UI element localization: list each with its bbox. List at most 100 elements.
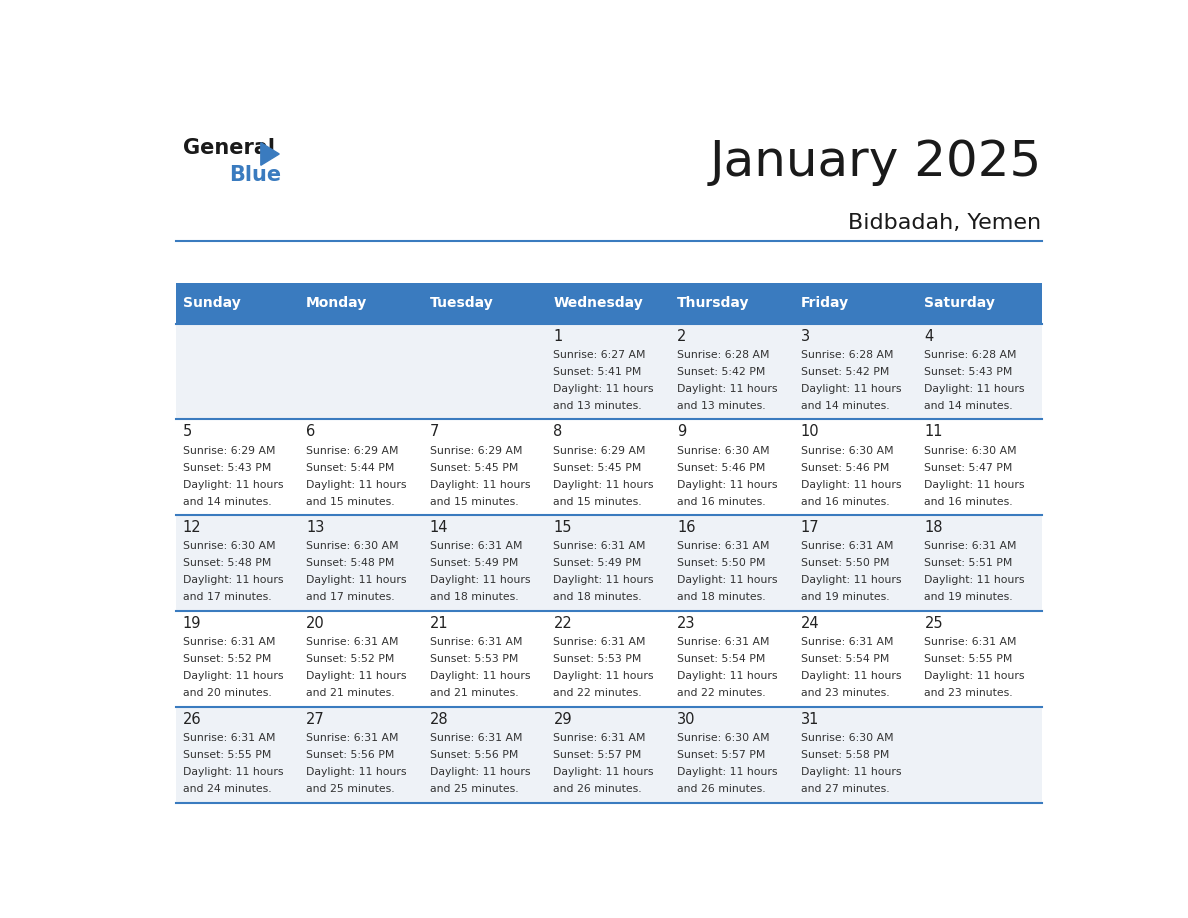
Text: Daylight: 11 hours: Daylight: 11 hours (677, 479, 778, 489)
Bar (795, 420, 918, 515)
Text: 30: 30 (677, 712, 696, 727)
Text: Sunrise: 6:30 AM: Sunrise: 6:30 AM (183, 542, 276, 552)
Text: Sunday: Sunday (183, 297, 240, 310)
Text: Sunrise: 6:30 AM: Sunrise: 6:30 AM (677, 733, 770, 744)
Text: Sunset: 5:41 PM: Sunset: 5:41 PM (554, 367, 642, 376)
Bar (423, 707, 546, 803)
Text: Sunset: 5:48 PM: Sunset: 5:48 PM (183, 558, 271, 568)
Text: and 22 minutes.: and 22 minutes. (677, 688, 766, 699)
Text: Sunset: 5:53 PM: Sunset: 5:53 PM (554, 655, 642, 665)
Text: 1: 1 (554, 329, 563, 343)
Text: 29: 29 (554, 712, 573, 727)
Text: and 25 minutes.: and 25 minutes. (430, 784, 518, 794)
Text: Sunrise: 6:31 AM: Sunrise: 6:31 AM (677, 542, 770, 552)
Text: 18: 18 (924, 521, 943, 535)
Bar (546, 420, 671, 515)
Text: Daylight: 11 hours: Daylight: 11 hours (430, 479, 530, 489)
Text: Daylight: 11 hours: Daylight: 11 hours (430, 671, 530, 681)
Text: and 15 minutes.: and 15 minutes. (307, 497, 394, 507)
Text: and 14 minutes.: and 14 minutes. (801, 400, 890, 410)
Polygon shape (261, 142, 279, 165)
Text: and 22 minutes.: and 22 minutes. (554, 688, 642, 699)
Text: Sunrise: 6:31 AM: Sunrise: 6:31 AM (554, 637, 646, 647)
Text: Sunrise: 6:31 AM: Sunrise: 6:31 AM (924, 542, 1017, 552)
Text: Sunrise: 6:30 AM: Sunrise: 6:30 AM (924, 445, 1017, 455)
Text: Daylight: 11 hours: Daylight: 11 hours (924, 671, 1025, 681)
Text: 12: 12 (183, 521, 201, 535)
Bar (176, 324, 299, 420)
Bar (918, 707, 1042, 803)
Text: 31: 31 (801, 712, 819, 727)
Bar (176, 611, 299, 707)
Bar (299, 707, 423, 803)
Text: Monday: Monday (307, 297, 367, 310)
Text: Sunset: 5:49 PM: Sunset: 5:49 PM (554, 558, 642, 568)
Text: Sunrise: 6:27 AM: Sunrise: 6:27 AM (554, 350, 646, 360)
Text: Sunset: 5:45 PM: Sunset: 5:45 PM (430, 463, 518, 473)
Text: and 18 minutes.: and 18 minutes. (554, 592, 642, 602)
Bar (423, 324, 546, 420)
Bar (671, 611, 795, 707)
Text: Sunrise: 6:31 AM: Sunrise: 6:31 AM (554, 542, 646, 552)
Text: 5: 5 (183, 424, 191, 440)
Bar (423, 611, 546, 707)
Bar (671, 324, 795, 420)
Text: Sunset: 5:52 PM: Sunset: 5:52 PM (183, 655, 271, 665)
Text: and 27 minutes.: and 27 minutes. (801, 784, 890, 794)
Text: 11: 11 (924, 424, 943, 440)
Bar (918, 515, 1042, 611)
Text: Daylight: 11 hours: Daylight: 11 hours (430, 576, 530, 586)
Text: January 2025: January 2025 (709, 139, 1042, 186)
Text: 28: 28 (430, 712, 448, 727)
Text: 2: 2 (677, 329, 687, 343)
Text: Sunset: 5:52 PM: Sunset: 5:52 PM (307, 655, 394, 665)
Text: Sunrise: 6:29 AM: Sunrise: 6:29 AM (554, 445, 646, 455)
Text: Daylight: 11 hours: Daylight: 11 hours (183, 576, 283, 586)
Text: Blue: Blue (229, 165, 282, 185)
Text: 3: 3 (801, 329, 810, 343)
Bar (546, 515, 671, 611)
Text: Daylight: 11 hours: Daylight: 11 hours (924, 479, 1025, 489)
Text: Daylight: 11 hours: Daylight: 11 hours (554, 671, 653, 681)
Text: General: General (183, 139, 276, 159)
Text: and 18 minutes.: and 18 minutes. (677, 592, 766, 602)
Text: and 26 minutes.: and 26 minutes. (677, 784, 766, 794)
Text: Daylight: 11 hours: Daylight: 11 hours (801, 479, 902, 489)
Bar (176, 707, 299, 803)
Text: 8: 8 (554, 424, 563, 440)
Text: and 21 minutes.: and 21 minutes. (307, 688, 394, 699)
Text: and 23 minutes.: and 23 minutes. (924, 688, 1013, 699)
Text: Sunrise: 6:28 AM: Sunrise: 6:28 AM (801, 350, 893, 360)
Bar (299, 284, 423, 324)
Text: Daylight: 11 hours: Daylight: 11 hours (677, 671, 778, 681)
Text: Daylight: 11 hours: Daylight: 11 hours (924, 576, 1025, 586)
Text: Sunset: 5:46 PM: Sunset: 5:46 PM (677, 463, 765, 473)
Text: and 23 minutes.: and 23 minutes. (801, 688, 890, 699)
Text: Sunset: 5:57 PM: Sunset: 5:57 PM (554, 750, 642, 760)
Bar (671, 707, 795, 803)
Text: Sunset: 5:50 PM: Sunset: 5:50 PM (677, 558, 765, 568)
Text: 14: 14 (430, 521, 448, 535)
Text: 13: 13 (307, 521, 324, 535)
Text: Tuesday: Tuesday (430, 297, 493, 310)
Bar (299, 611, 423, 707)
Text: and 15 minutes.: and 15 minutes. (554, 497, 642, 507)
Text: Sunset: 5:55 PM: Sunset: 5:55 PM (183, 750, 271, 760)
Text: Daylight: 11 hours: Daylight: 11 hours (801, 576, 902, 586)
Text: Sunrise: 6:31 AM: Sunrise: 6:31 AM (430, 542, 523, 552)
Text: 23: 23 (677, 616, 696, 632)
Text: Sunrise: 6:30 AM: Sunrise: 6:30 AM (677, 445, 770, 455)
Text: Friday: Friday (801, 297, 849, 310)
Bar (918, 611, 1042, 707)
Text: Daylight: 11 hours: Daylight: 11 hours (801, 671, 902, 681)
Text: Sunset: 5:56 PM: Sunset: 5:56 PM (307, 750, 394, 760)
Text: 21: 21 (430, 616, 448, 632)
Bar (671, 420, 795, 515)
Text: Sunrise: 6:31 AM: Sunrise: 6:31 AM (554, 733, 646, 744)
Text: Daylight: 11 hours: Daylight: 11 hours (307, 671, 406, 681)
Text: Daylight: 11 hours: Daylight: 11 hours (801, 767, 902, 778)
Text: Daylight: 11 hours: Daylight: 11 hours (430, 767, 530, 778)
Text: Sunrise: 6:31 AM: Sunrise: 6:31 AM (801, 637, 893, 647)
Text: Daylight: 11 hours: Daylight: 11 hours (924, 384, 1025, 394)
Bar (423, 420, 546, 515)
